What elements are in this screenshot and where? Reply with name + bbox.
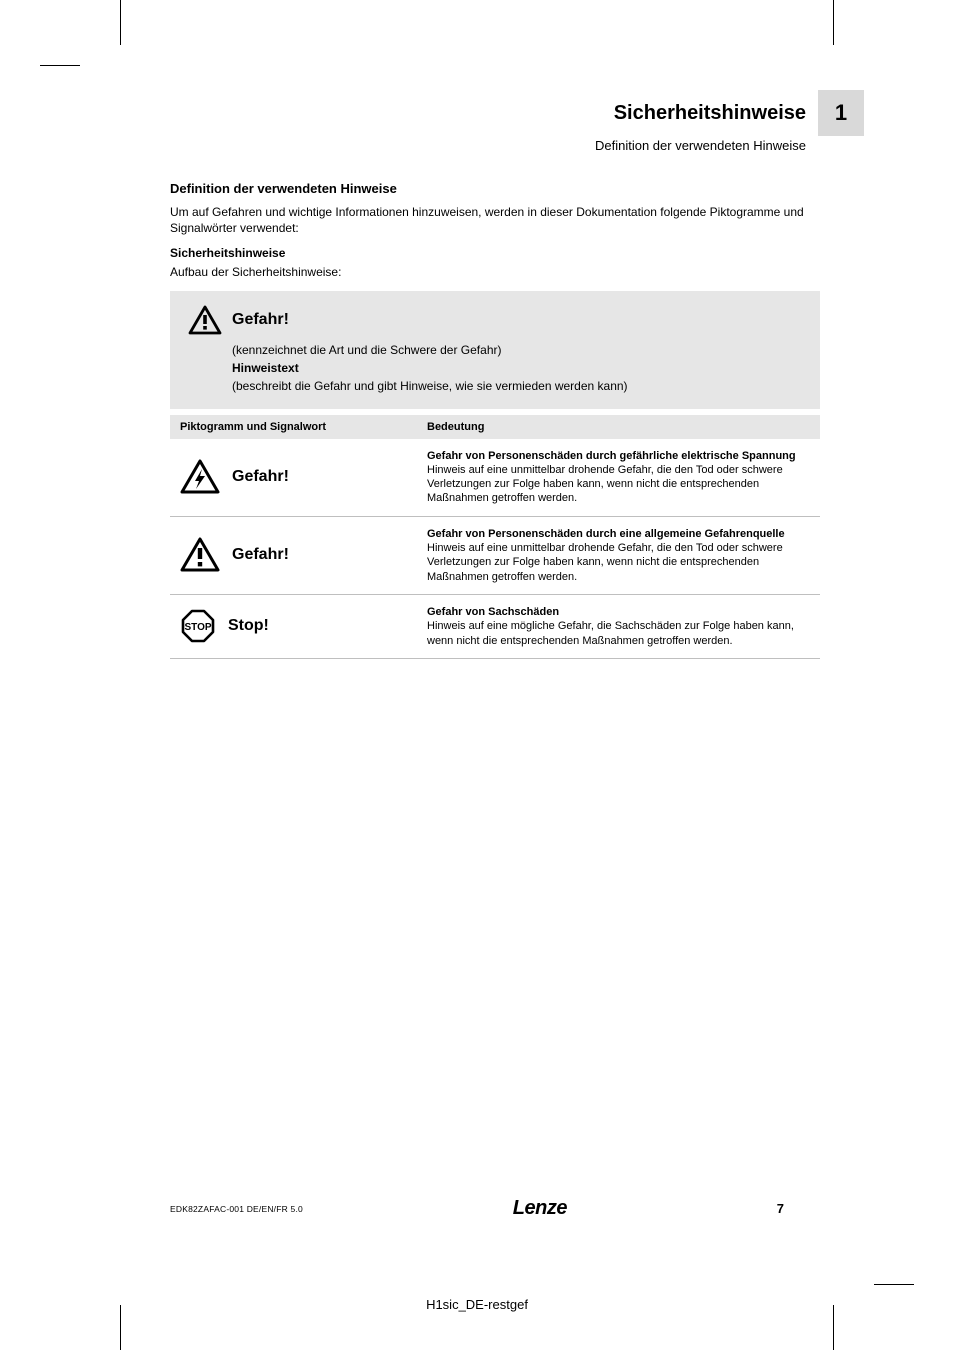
chapter-number: 1	[818, 90, 864, 136]
row-text: Hinweis auf eine unmittelbar drohende Ge…	[427, 542, 783, 583]
row-text: Hinweis auf eine unmittelbar drohende Ge…	[427, 464, 783, 505]
chapter-title: Sicherheitshinweise	[614, 102, 806, 125]
notice-box: Gefahr! (kennzeichnet die Art und die Sc…	[170, 291, 820, 409]
sub-heading: Sicherheitshinweise	[170, 246, 820, 260]
row-label: Stop!	[228, 617, 269, 635]
chapter-subtitle: Definition der verwendeten Hinweise	[130, 138, 806, 153]
struct-line: Aufbau der Sicherheitshinweise:	[170, 264, 820, 280]
triangle-bolt-icon	[180, 459, 220, 495]
svg-text:STOP: STOP	[184, 622, 211, 633]
page-number: 7	[777, 1201, 784, 1216]
table-row: Gefahr! Gefahr von Personenschäden durch…	[170, 516, 820, 594]
table-header-pictogram: Piktogramm und Signalwort	[170, 415, 417, 439]
row-text: Hinweis auf eine mögliche Gefahr, die Sa…	[427, 620, 794, 646]
crop-mark	[40, 65, 80, 66]
notice-bold-line: Hinweistext	[232, 359, 802, 377]
doc-code: EDK82ZAFAC-001 DE/EN/FR 5.0	[170, 1204, 303, 1214]
crop-mark	[874, 1284, 914, 1285]
pictogram-table: Piktogramm und Signalwort Bedeutung	[170, 415, 820, 659]
table-row: Gefahr! Gefahr von Personenschäden durch…	[170, 439, 820, 517]
notice-line2: (beschreibt die Gefahr und gibt Hinweise…	[232, 377, 802, 395]
lenze-logo: Lenze	[513, 1197, 567, 1220]
row-bold: Gefahr von Sachschäden	[427, 606, 559, 618]
table-row: STOP Stop! Gefahr von Sachschäden Hinwei…	[170, 594, 820, 658]
notice-line1: (kennzeichnet die Art und die Schwere de…	[232, 341, 802, 359]
row-bold: Gefahr von Personenschäden durch gefährl…	[427, 450, 796, 462]
page-footer: EDK82ZAFAC-001 DE/EN/FR 5.0 Lenze 7	[130, 1197, 824, 1220]
section-heading: Definition der verwendeten Hinweise	[170, 181, 820, 196]
crop-mark	[833, 0, 834, 45]
table-header-meaning: Bedeutung	[417, 415, 820, 439]
intro-text: Um auf Gefahren und wichtige Information…	[170, 204, 820, 236]
notice-title: Gefahr!	[232, 311, 289, 329]
triangle-exclamation-icon	[180, 537, 220, 573]
row-label: Gefahr!	[232, 546, 289, 564]
slug-line: H1sic_DE-restgef	[0, 1297, 954, 1312]
row-label: Gefahr!	[232, 468, 289, 486]
crop-mark	[120, 0, 121, 45]
warning-triangle-icon	[188, 305, 222, 335]
row-bold: Gefahr von Personenschäden durch eine al…	[427, 528, 785, 540]
stop-octagon-icon: STOP	[180, 608, 216, 644]
